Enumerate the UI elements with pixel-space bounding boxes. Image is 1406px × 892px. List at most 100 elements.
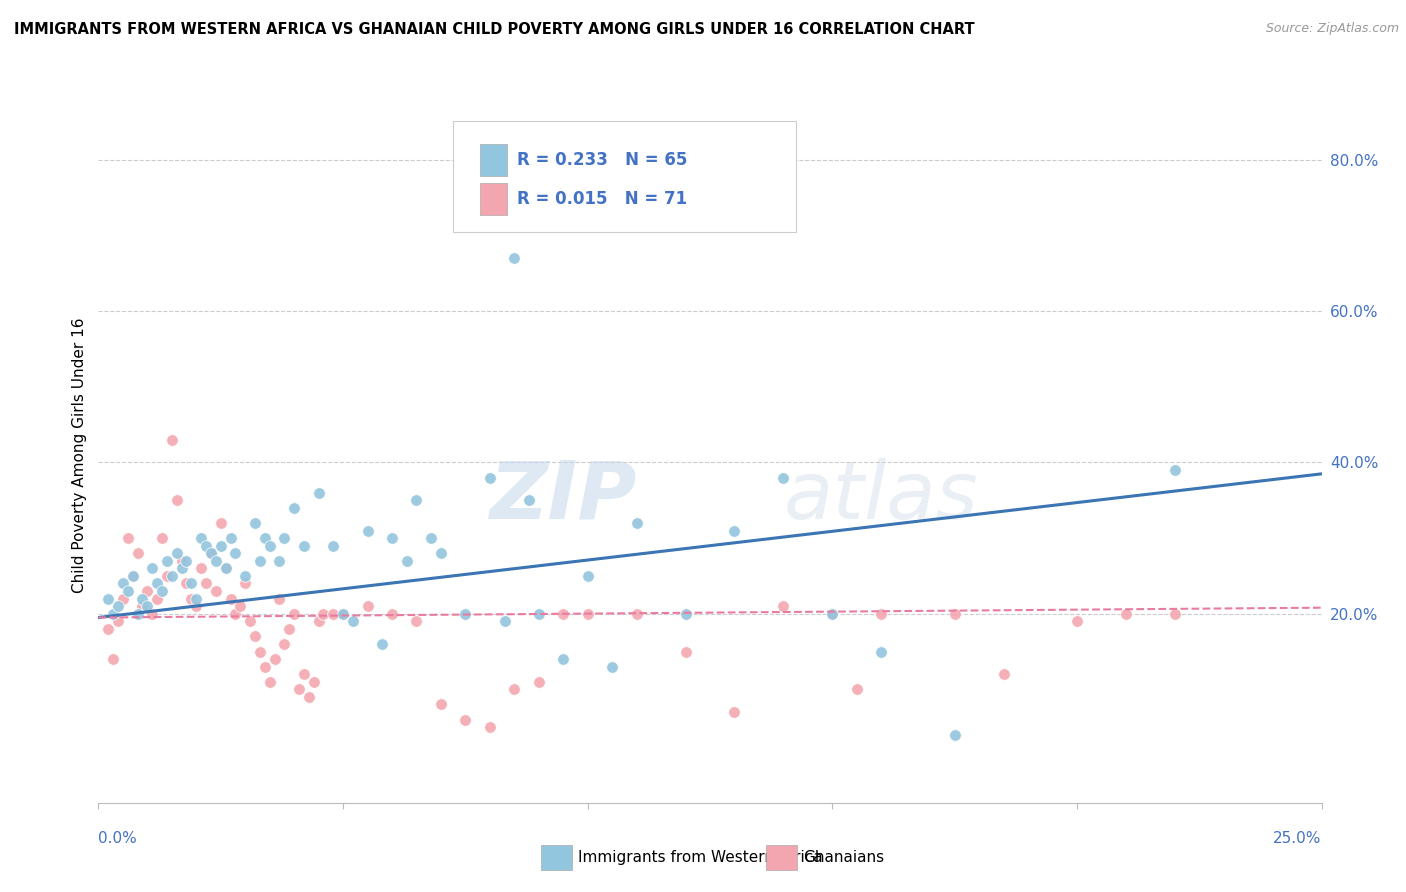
Point [249, 554, 271, 568]
Point [478, 470, 501, 484]
Text: 25.0%: 25.0% [1274, 831, 1322, 847]
Bar [479, 184, 508, 215]
Point [190, 531, 212, 545]
Point [117, 584, 139, 599]
Point [308, 485, 330, 500]
Text: R = 0.015   N = 71: R = 0.015 N = 71 [517, 190, 688, 208]
Point [190, 561, 212, 575]
Point [993, 667, 1015, 681]
Point [420, 531, 443, 545]
Text: IMMIGRANTS FROM WESTERN AFRICA VS GHANAIAN CHILD POVERTY AMONG GIRLS UNDER 16 CO: IMMIGRANTS FROM WESTERN AFRICA VS GHANAI… [14, 22, 974, 37]
Point [156, 554, 179, 568]
Point [224, 546, 246, 560]
Point [243, 516, 266, 530]
Text: Immigrants from Western Africa: Immigrants from Western Africa [578, 850, 823, 864]
Point [269, 591, 291, 606]
Point [219, 531, 242, 545]
Point [494, 615, 516, 629]
Point [200, 546, 222, 560]
Text: R = 0.233   N = 65: R = 0.233 N = 65 [517, 151, 688, 169]
Point [527, 674, 550, 689]
Point [527, 607, 550, 621]
Point [723, 705, 745, 719]
Point [576, 607, 599, 621]
Y-axis label: Child Poverty Among Girls Under 16: Child Poverty Among Girls Under 16 [72, 318, 87, 592]
Point [224, 607, 246, 621]
Point [1164, 463, 1187, 477]
Text: Ghanaians: Ghanaians [803, 850, 884, 864]
Point [205, 554, 228, 568]
Text: Source: ZipAtlas.com: Source: ZipAtlas.com [1265, 22, 1399, 36]
Point [576, 569, 599, 583]
Point [278, 622, 301, 636]
Point [253, 531, 276, 545]
Point [127, 607, 149, 621]
Point [127, 546, 149, 560]
Point [292, 539, 315, 553]
Point [166, 546, 188, 560]
Point [356, 524, 378, 538]
Point [381, 607, 404, 621]
Point [141, 607, 163, 621]
Point [111, 591, 134, 606]
Point [195, 576, 218, 591]
Point [302, 674, 325, 689]
Point [943, 607, 966, 621]
Point [209, 516, 232, 530]
Point [136, 584, 159, 599]
Point [186, 599, 208, 614]
Point [150, 531, 173, 545]
Point [298, 690, 321, 704]
Point [121, 569, 143, 583]
Point [131, 599, 153, 614]
Point [107, 615, 129, 629]
Point [180, 576, 202, 591]
Point [209, 539, 232, 553]
Point [478, 720, 501, 734]
Point [273, 531, 295, 545]
Point [308, 615, 330, 629]
Point [356, 599, 378, 614]
Point [111, 576, 134, 591]
Point [870, 607, 893, 621]
Point [626, 516, 648, 530]
Point [214, 561, 236, 575]
Point [430, 546, 453, 560]
Point [200, 546, 222, 560]
Point [870, 644, 893, 658]
FancyBboxPatch shape [453, 121, 796, 232]
Point [121, 569, 143, 583]
Point [371, 637, 394, 651]
Point [219, 591, 242, 606]
Point [454, 713, 477, 727]
Point [233, 576, 256, 591]
Point [821, 607, 844, 621]
Point [170, 561, 193, 575]
Point [263, 652, 285, 666]
Point [503, 252, 526, 266]
Point [186, 591, 208, 606]
Point [259, 539, 281, 553]
Point [395, 554, 418, 568]
Point [146, 591, 169, 606]
Point [772, 599, 794, 614]
Point [249, 644, 271, 658]
Point [141, 561, 163, 575]
Point [503, 682, 526, 697]
Point [176, 554, 198, 568]
Point [292, 667, 315, 681]
Text: ZIP: ZIP [489, 458, 637, 536]
Point [269, 554, 291, 568]
Point [405, 493, 427, 508]
Point [259, 674, 281, 689]
Point [170, 554, 193, 568]
Point [1115, 607, 1137, 621]
Bar [479, 145, 508, 176]
Point [253, 659, 276, 673]
Point [166, 493, 188, 508]
Point [332, 607, 354, 621]
Point [156, 569, 179, 583]
Point [214, 561, 236, 575]
Point [243, 629, 266, 643]
Point [626, 607, 648, 621]
